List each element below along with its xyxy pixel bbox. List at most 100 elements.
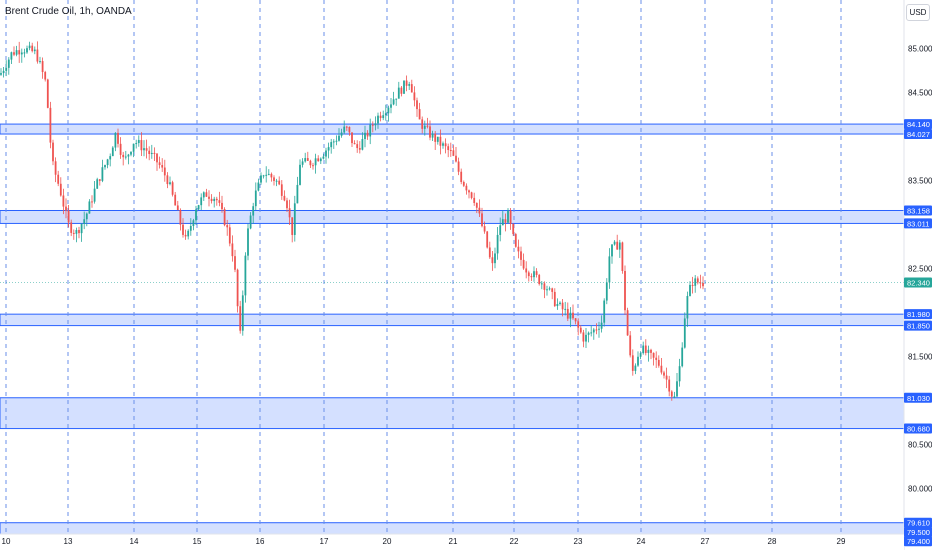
candle xyxy=(169,176,171,186)
candle xyxy=(431,130,434,142)
candle xyxy=(306,151,309,162)
candle xyxy=(621,241,624,274)
candle xyxy=(127,153,130,165)
candle xyxy=(132,143,135,158)
candle xyxy=(408,81,411,90)
candle xyxy=(335,135,338,146)
candle xyxy=(460,168,463,185)
candle xyxy=(304,152,307,163)
zone-top-label: 84.140 xyxy=(907,120,930,129)
candle xyxy=(252,202,255,224)
candle xyxy=(520,246,522,266)
candle xyxy=(585,328,587,349)
candle xyxy=(592,327,595,340)
candle xyxy=(52,139,54,166)
candle xyxy=(148,146,151,161)
candle xyxy=(561,299,564,317)
candle xyxy=(481,207,483,228)
candle xyxy=(361,132,364,151)
candle xyxy=(509,208,512,230)
candle xyxy=(678,358,681,387)
candle xyxy=(624,265,626,316)
current-price-label: 82.340 xyxy=(907,278,930,287)
zone-mid-label-box xyxy=(904,526,932,537)
candle xyxy=(681,342,684,368)
candle xyxy=(413,86,416,107)
candle xyxy=(187,229,190,240)
candle xyxy=(98,179,101,186)
candle xyxy=(293,195,296,242)
candle xyxy=(488,241,491,259)
zone-3[interactable] xyxy=(0,313,905,327)
zone-2[interactable] xyxy=(0,209,905,224)
zone-top-label-box xyxy=(904,309,932,320)
candle xyxy=(202,191,205,201)
candle xyxy=(689,281,691,297)
candle xyxy=(429,120,431,141)
price-axis[interactable] xyxy=(904,0,932,550)
x-tick-label: 29 xyxy=(837,537,846,546)
candle xyxy=(239,300,242,334)
candle xyxy=(273,175,275,186)
zone-top-label: 79.610 xyxy=(907,519,930,528)
candle xyxy=(309,159,312,169)
time-axis[interactable] xyxy=(0,534,904,550)
candle xyxy=(535,268,538,278)
candle xyxy=(457,157,460,176)
candle xyxy=(699,274,702,289)
candle xyxy=(275,178,278,187)
x-tick-label: 20 xyxy=(383,537,392,546)
candle xyxy=(46,78,49,109)
candle xyxy=(559,301,561,306)
candle xyxy=(109,153,112,167)
candle xyxy=(452,145,455,157)
candle xyxy=(514,232,517,248)
candle xyxy=(379,111,382,122)
x-tick-label: 16 xyxy=(256,537,265,546)
candle xyxy=(543,281,546,299)
candle xyxy=(351,132,353,148)
candle xyxy=(343,120,346,135)
currency-button[interactable]: USD xyxy=(906,4,930,21)
candle xyxy=(598,321,600,338)
candle xyxy=(626,307,629,336)
y-tick-label: 82.500 xyxy=(908,264,932,273)
candle xyxy=(423,120,426,136)
x-tick-label: 13 xyxy=(64,537,73,546)
candle xyxy=(683,312,686,349)
candle xyxy=(182,218,184,238)
candle xyxy=(501,210,504,226)
candle xyxy=(462,180,465,188)
candle xyxy=(101,159,104,183)
candle xyxy=(369,118,372,145)
candle xyxy=(301,158,304,168)
candle xyxy=(525,261,528,279)
candle xyxy=(218,191,221,207)
candle xyxy=(317,155,320,162)
candle xyxy=(26,45,28,54)
candle xyxy=(197,204,200,210)
candle xyxy=(319,157,322,165)
zone-top-label-box xyxy=(904,205,932,216)
candle xyxy=(65,198,67,219)
candle xyxy=(93,181,96,204)
candle xyxy=(345,125,348,131)
candle xyxy=(299,159,301,186)
x-tick-label: 15 xyxy=(193,537,202,546)
candle xyxy=(137,135,140,147)
candle xyxy=(13,46,15,57)
candle xyxy=(348,126,351,136)
candle xyxy=(426,117,429,129)
candle xyxy=(236,268,239,313)
candle xyxy=(114,132,117,152)
candle xyxy=(174,191,177,206)
candle xyxy=(72,229,75,240)
candle xyxy=(668,375,671,397)
zone-1[interactable] xyxy=(0,123,905,135)
candle xyxy=(296,176,299,204)
zone-4[interactable] xyxy=(0,397,905,430)
candle xyxy=(70,219,73,237)
candle xyxy=(179,208,182,231)
